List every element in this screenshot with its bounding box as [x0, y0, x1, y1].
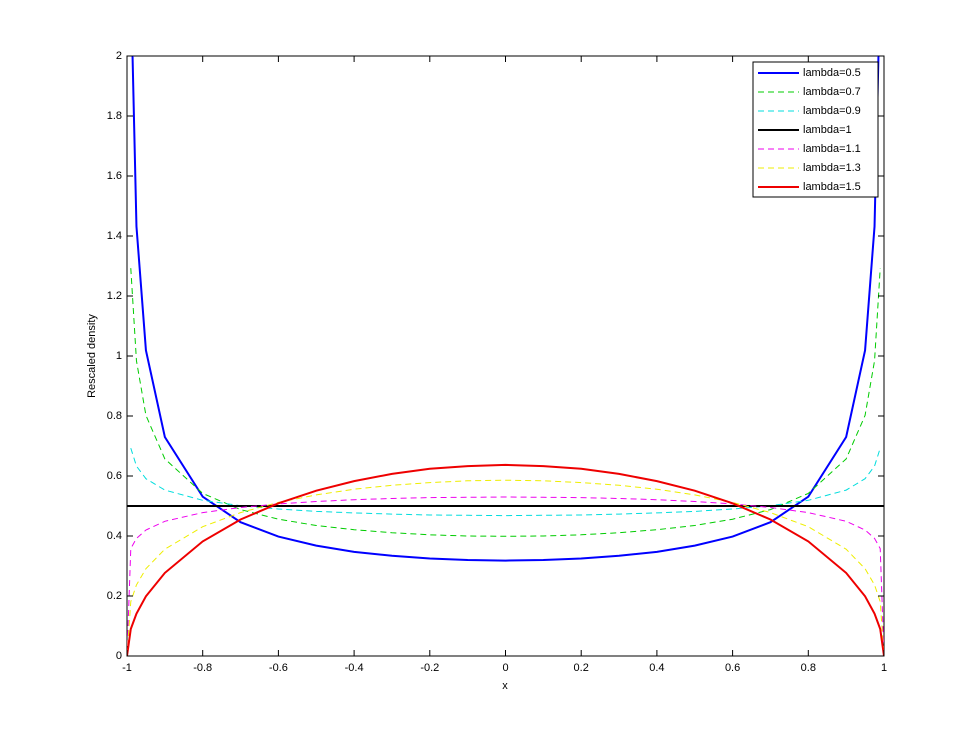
y-tick-label: 1.6	[107, 170, 122, 182]
series-line	[131, 56, 880, 562]
legend-label: lambda=0.5	[803, 67, 861, 79]
series-line	[127, 496, 884, 656]
y-tick-label: 1.8	[107, 110, 122, 122]
legend-label: lambda=0.7	[803, 86, 861, 98]
legend-label: lambda=1.5	[803, 181, 861, 193]
x-tick-label: -1	[122, 662, 132, 674]
x-tick-label: 1	[881, 662, 887, 674]
x-tick-label: 0.8	[801, 662, 816, 674]
y-tick-label: 0	[116, 650, 122, 662]
y-tick-label: 2	[116, 50, 122, 62]
x-tick-label: -0.8	[193, 662, 212, 674]
series-line	[127, 463, 884, 656]
legend-label: lambda=1	[803, 124, 852, 136]
series-line	[130, 268, 881, 537]
x-tick-label: 0.4	[649, 662, 664, 674]
series-line	[130, 447, 881, 517]
series-line	[127, 479, 884, 656]
y-tick-label: 1.2	[107, 290, 122, 302]
x-tick-label: -0.2	[420, 662, 439, 674]
y-tick-label: 0.4	[107, 530, 122, 542]
x-tick-label: 0.2	[574, 662, 589, 674]
y-axis-label: Rescaled density	[86, 314, 98, 398]
legend-label: lambda=1.3	[803, 162, 861, 174]
x-tick-label: 0.6	[725, 662, 740, 674]
legend-label: lambda=0.9	[803, 105, 861, 117]
x-tick-label: 0	[502, 662, 508, 674]
y-tick-label: 0.2	[107, 590, 122, 602]
lines	[127, 56, 884, 656]
x-axis-label: x	[502, 680, 508, 692]
legend-label: lambda=1.1	[803, 143, 861, 155]
y-tick-label: 0.6	[107, 470, 122, 482]
x-tick-label: -0.6	[269, 662, 288, 674]
y-tick-label: 0.8	[107, 410, 122, 422]
x-tick-label: -0.4	[345, 662, 364, 674]
y-tick-label: 1	[116, 350, 122, 362]
y-tick-label: 1.4	[107, 230, 122, 242]
